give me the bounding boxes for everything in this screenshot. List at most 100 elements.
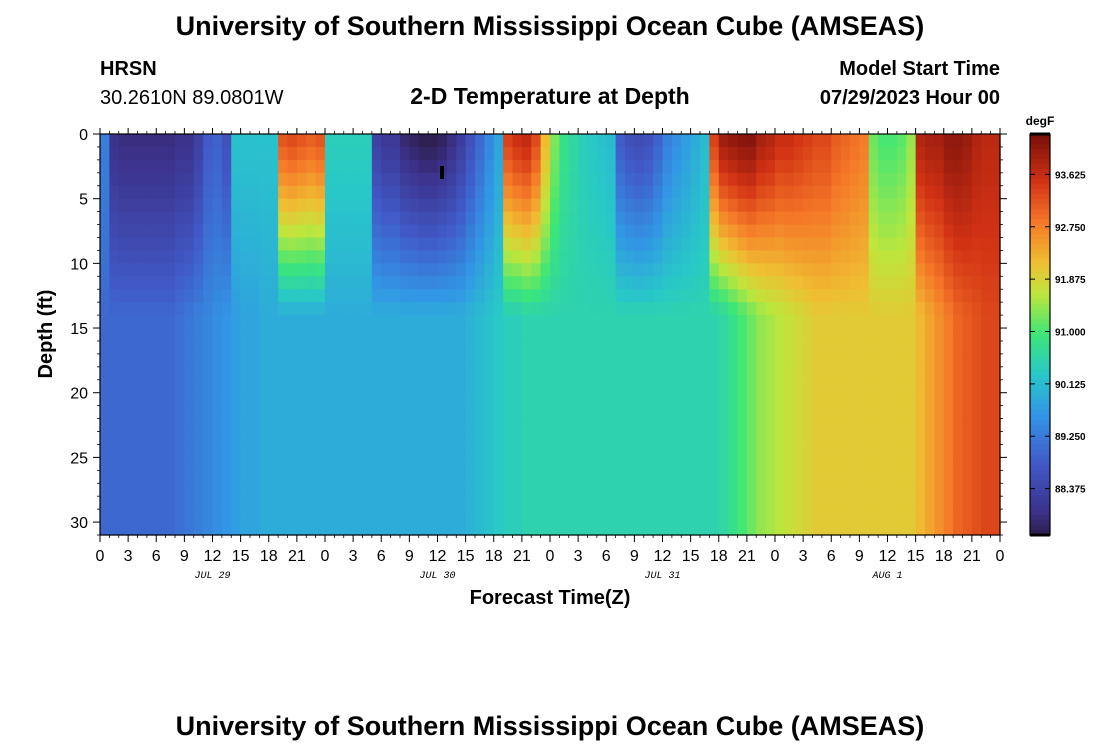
heatmap-cell <box>184 224 195 239</box>
heatmap-cell <box>146 353 157 368</box>
heatmap-cell <box>906 224 917 239</box>
heatmap-cell <box>268 509 279 523</box>
heatmap-cell <box>981 276 992 290</box>
heatmap-cell <box>550 405 560 420</box>
heatmap-cell <box>193 224 204 239</box>
heatmap-cell <box>784 172 795 187</box>
heatmap-cell <box>315 315 326 329</box>
heatmap-cell <box>559 172 570 187</box>
heatmap-cell <box>165 353 176 368</box>
heatmap-cell <box>746 134 757 148</box>
heatmap-cell <box>653 431 664 446</box>
heatmap-cell <box>784 198 795 213</box>
heatmap-cell <box>287 470 298 484</box>
heatmap-cell <box>193 302 204 316</box>
heatmap-cell <box>709 211 720 226</box>
heatmap-cell <box>381 250 392 264</box>
heatmap-cell <box>737 250 748 264</box>
heatmap-cell <box>896 146 907 161</box>
heatmap-cell <box>334 405 345 420</box>
heatmap-cell <box>934 263 945 277</box>
heatmap-cell <box>840 224 851 239</box>
heatmap-cell <box>137 211 148 226</box>
heatmap-cell <box>259 185 270 200</box>
heatmap-cell <box>850 444 860 458</box>
heatmap-cell <box>906 483 917 497</box>
heatmap-cell <box>343 509 354 523</box>
heatmap-cell <box>296 470 307 484</box>
heatmap-cell <box>756 405 767 420</box>
heatmap-cell <box>409 224 420 239</box>
heatmap-cell <box>362 289 373 303</box>
heatmap-cell <box>906 263 917 277</box>
heatmap-cell <box>906 444 917 458</box>
heatmap-cell <box>278 483 289 497</box>
heatmap-cell <box>475 289 485 303</box>
heatmap-cell <box>493 379 504 394</box>
heatmap-cell <box>400 483 410 497</box>
heatmap-cell <box>765 185 776 200</box>
heatmap-cell <box>559 522 570 536</box>
heatmap-cell <box>287 198 298 213</box>
heatmap-cell <box>559 328 570 342</box>
heatmap-cell <box>503 276 514 290</box>
heatmap-cell <box>746 250 757 264</box>
heatmap-cell <box>371 276 382 290</box>
heatmap-cell <box>559 263 570 277</box>
heatmap-cell <box>484 159 495 174</box>
heatmap-cell <box>962 302 973 316</box>
heatmap-cell <box>681 198 692 213</box>
heatmap-cell <box>943 366 954 381</box>
heatmap-cell <box>990 379 1001 394</box>
heatmap-cell <box>925 289 935 303</box>
heatmap-cell <box>521 172 532 187</box>
heatmap-cell <box>662 159 673 174</box>
heatmap-cell <box>175 263 185 277</box>
heatmap-cell <box>400 263 410 277</box>
heatmap-cell <box>390 522 401 536</box>
heatmap-cell <box>868 418 879 433</box>
heatmap-cell <box>540 405 551 420</box>
heatmap-cell <box>971 237 982 252</box>
heatmap-cell <box>840 289 851 303</box>
heatmap-cell <box>634 470 645 484</box>
heatmap-cell <box>362 172 373 187</box>
heatmap-cell <box>287 315 298 329</box>
heatmap-cell <box>812 328 823 342</box>
heatmap-cell <box>475 276 485 290</box>
heatmap-cell <box>934 185 945 200</box>
heatmap-cell <box>821 315 832 329</box>
heatmap-cell <box>400 237 410 252</box>
heatmap-cell <box>540 185 551 200</box>
heatmap-cell <box>990 159 1001 174</box>
heatmap-cell <box>521 496 532 510</box>
heatmap-cell <box>990 483 1001 497</box>
heatmap-cell <box>240 224 251 239</box>
heatmap-cell <box>493 185 504 200</box>
heatmap-cell <box>109 457 120 471</box>
heatmap-cell <box>184 509 195 523</box>
heatmap-cell <box>681 289 692 303</box>
heatmap-cell <box>362 483 373 497</box>
heatmap-cell <box>681 483 692 497</box>
heatmap-cell <box>906 185 917 200</box>
heatmap-cell <box>625 211 635 226</box>
heatmap-cell <box>193 276 204 290</box>
heatmap-cell <box>531 289 542 303</box>
heatmap-cell <box>437 289 448 303</box>
heatmap-cell <box>728 353 739 368</box>
heatmap-cell <box>746 146 757 161</box>
heatmap-cell <box>268 470 279 484</box>
heatmap-cell <box>203 405 214 420</box>
heatmap-cell <box>803 405 814 420</box>
heatmap-cell <box>315 237 326 252</box>
heatmap-cell <box>775 302 785 316</box>
heatmap-cell <box>250 224 260 239</box>
heatmap-cell <box>371 315 382 329</box>
heatmap-cell <box>840 340 851 355</box>
heatmap-cell <box>596 198 607 213</box>
heatmap-cell <box>700 172 710 187</box>
heatmap-cell <box>493 483 504 497</box>
heatmap-cell <box>728 418 739 433</box>
heatmap-cell <box>521 522 532 536</box>
